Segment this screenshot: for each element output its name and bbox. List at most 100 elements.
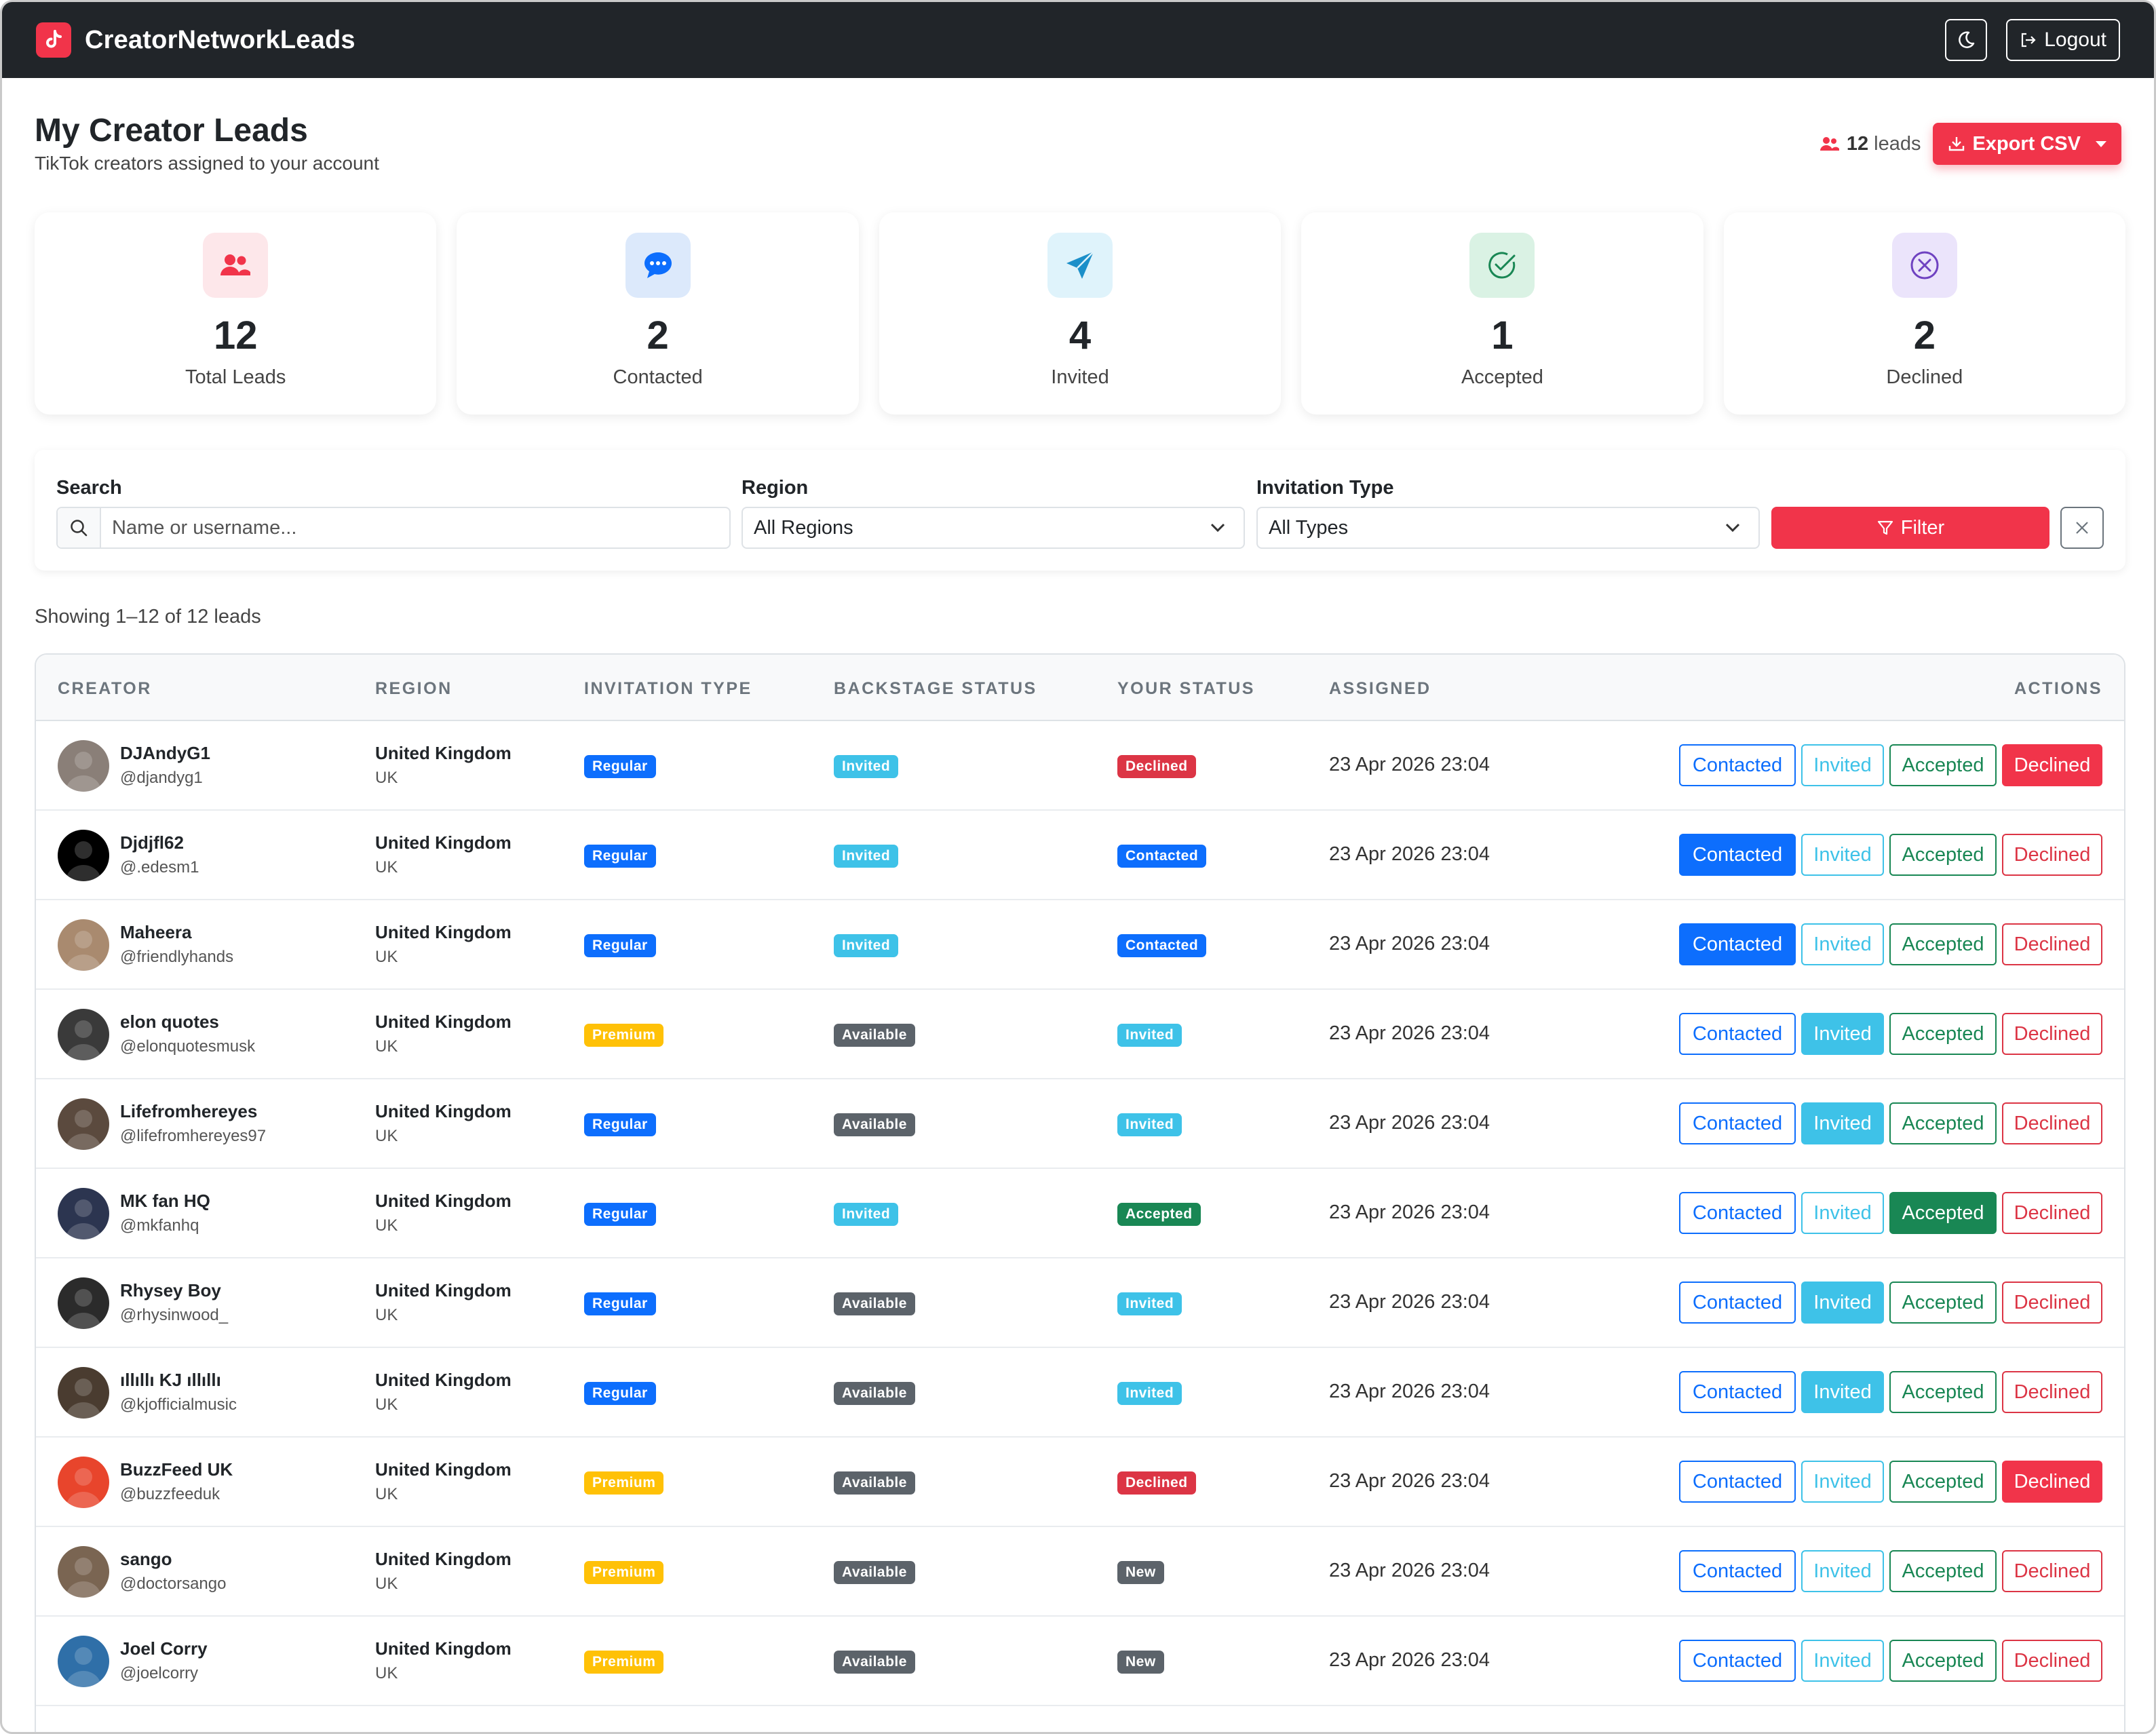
mark-declined-button[interactable]: Declined — [2002, 1282, 2102, 1324]
mark-contacted-button[interactable]: Contacted — [1679, 1461, 1796, 1503]
mark-contacted-button[interactable]: Contacted — [1679, 1102, 1796, 1144]
mark-invited-button[interactable]: Invited — [1801, 1102, 1884, 1144]
region-code: UK — [375, 1575, 398, 1593]
mark-accepted-button[interactable]: Accepted — [1889, 834, 1997, 876]
creator-name[interactable]: sango — [120, 1549, 172, 1569]
mark-accepted-button[interactable]: Accepted — [1889, 744, 1997, 786]
theme-toggle-button[interactable] — [1945, 19, 1988, 61]
region-code: UK — [375, 1485, 398, 1503]
mark-accepted-button[interactable]: Accepted — [1889, 1282, 1997, 1324]
mark-invited-button[interactable]: Invited — [1801, 923, 1884, 965]
invitation-type-badge: Regular — [584, 1292, 656, 1315]
page-subtitle: TikTok creators assigned to your account — [35, 153, 379, 174]
avatar — [58, 1636, 109, 1687]
table-row: DJAndyG1 @djandyg1 United Kingdom UK Reg… — [36, 721, 2124, 811]
mark-contacted-button[interactable]: Contacted — [1679, 1013, 1796, 1055]
mark-contacted-button[interactable]: Contacted — [1679, 744, 1796, 786]
mark-declined-button[interactable]: Declined — [2002, 1371, 2102, 1413]
users-icon — [203, 233, 269, 298]
mark-invited-button[interactable]: Invited — [1801, 1371, 1884, 1413]
mark-accepted-button[interactable]: Accepted — [1889, 1371, 1997, 1413]
mark-invited-button[interactable]: Invited — [1801, 834, 1884, 876]
backstage-status-badge: Invited — [834, 934, 899, 957]
export-csv-button[interactable]: Export CSV — [1933, 123, 2121, 165]
creator-name[interactable]: Joel Corry — [120, 1638, 208, 1659]
creator-username: @djandyg1 — [120, 769, 203, 787]
mark-accepted-button[interactable]: Accepted — [1889, 1461, 1997, 1503]
mark-invited-button[interactable]: Invited — [1801, 1461, 1884, 1503]
logout-button[interactable]: Logout — [2006, 19, 2120, 61]
creator-name[interactable]: Rhysey Boy — [120, 1280, 221, 1300]
mark-invited-button[interactable]: Invited — [1801, 1013, 1884, 1055]
avatar — [58, 1546, 109, 1598]
mark-contacted-button[interactable]: Contacted — [1679, 1371, 1796, 1413]
table-row: Lifefromhereyes @lifefromhereyes97 Unite… — [36, 1079, 2124, 1169]
filter-button[interactable]: Filter — [1771, 507, 2049, 549]
your-status-badge: Declined — [1117, 1471, 1196, 1495]
creator-name[interactable]: ıllıllı KJ ıllıllı — [120, 1370, 221, 1390]
assigned-date: 23 Apr 2026 23:04 — [1329, 1470, 1490, 1492]
creator-name[interactable]: Djdjfl62 — [120, 832, 184, 853]
creator-name[interactable]: Lifefromhereyes — [120, 1101, 258, 1121]
mark-accepted-button[interactable]: Accepted — [1889, 1640, 1997, 1682]
avatar — [58, 740, 109, 792]
mark-declined-button[interactable]: Declined — [2002, 834, 2102, 876]
table-row: Djdjfl62 @.edesm1 United Kingdom UK Regu… — [36, 811, 2124, 900]
table-row: Joel Corry @joelcorry United Kingdom UK … — [36, 1617, 2124, 1706]
column-header-creator: Creator — [58, 679, 152, 698]
creator-name[interactable]: BuzzFeed UK — [120, 1459, 233, 1480]
search-label: Search — [56, 477, 122, 499]
your-status-badge: Invited — [1117, 1024, 1182, 1047]
invitation-type-label: Invitation Type — [1256, 477, 1394, 499]
assigned-date: 23 Apr 2026 23:04 — [1329, 754, 1490, 775]
mark-accepted-button[interactable]: Accepted — [1889, 1013, 1997, 1055]
creator-name[interactable]: MK fan HQ — [120, 1191, 210, 1211]
backstage-status-badge: Available — [834, 1651, 915, 1674]
creator-name[interactable]: Maheera — [120, 922, 192, 942]
mark-declined-button[interactable]: Declined — [2002, 1102, 2102, 1144]
mark-accepted-button[interactable]: Accepted — [1889, 1192, 1997, 1234]
mark-declined-button[interactable]: Declined — [2002, 923, 2102, 965]
mark-contacted-button[interactable]: Contacted — [1679, 923, 1796, 965]
mark-invited-button[interactable]: Invited — [1801, 744, 1884, 786]
mark-contacted-button[interactable]: Contacted — [1679, 1282, 1796, 1324]
mark-contacted-button[interactable]: Contacted — [1679, 834, 1796, 876]
stat-value: 1 — [1491, 313, 1514, 358]
check-circle-icon — [1469, 233, 1535, 298]
mark-declined-button[interactable]: Declined — [2002, 1640, 2102, 1682]
mark-declined-button[interactable]: Declined — [2002, 1013, 2102, 1055]
mark-declined-button[interactable]: Declined — [2002, 744, 2102, 786]
region-code: UK — [375, 1216, 398, 1235]
region-select[interactable]: All Regions — [742, 507, 1245, 549]
mark-invited-button[interactable]: Invited — [1801, 1640, 1884, 1682]
lead-count: 12 leads — [1820, 133, 1921, 155]
mark-contacted-button[interactable]: Contacted — [1679, 1192, 1796, 1234]
leads-table: Creator Region Invitation Type Backstage… — [35, 653, 2125, 1732]
brand[interactable]: CreatorNetworkLeads — [36, 22, 355, 58]
stat-value: 12 — [213, 313, 258, 358]
mark-contacted-button[interactable]: Contacted — [1679, 1550, 1796, 1592]
mark-accepted-button[interactable]: Accepted — [1889, 1102, 1997, 1144]
invitation-type-badge: Regular — [584, 755, 656, 778]
region-code: UK — [375, 1664, 398, 1682]
region-country: United Kingdom — [375, 1459, 512, 1480]
mark-declined-button[interactable]: Declined — [2002, 1192, 2102, 1234]
mark-invited-button[interactable]: Invited — [1801, 1282, 1884, 1324]
mark-declined-button[interactable]: Declined — [2002, 1550, 2102, 1592]
search-input[interactable]: Name or username... — [56, 507, 731, 549]
avatar — [58, 1457, 109, 1508]
mark-accepted-button[interactable]: Accepted — [1889, 1550, 1997, 1592]
creator-name[interactable]: elon quotes — [120, 1012, 219, 1032]
mark-declined-button[interactable]: Declined — [2002, 1461, 2102, 1503]
clear-filters-button[interactable] — [2060, 507, 2104, 549]
mark-accepted-button[interactable]: Accepted — [1889, 923, 1997, 965]
creator-name[interactable]: DJAndyG1 — [120, 743, 210, 763]
stat-label: Accepted — [1461, 366, 1543, 388]
row-actions: Contacted Invited Accepted Declined — [1679, 1461, 2102, 1503]
invitation-type-select[interactable]: All Types — [1256, 507, 1760, 549]
mark-invited-button[interactable]: Invited — [1801, 1550, 1884, 1592]
mark-invited-button[interactable]: Invited — [1801, 1192, 1884, 1234]
mark-contacted-button[interactable]: Contacted — [1679, 1640, 1796, 1682]
region-code: UK — [375, 948, 398, 966]
